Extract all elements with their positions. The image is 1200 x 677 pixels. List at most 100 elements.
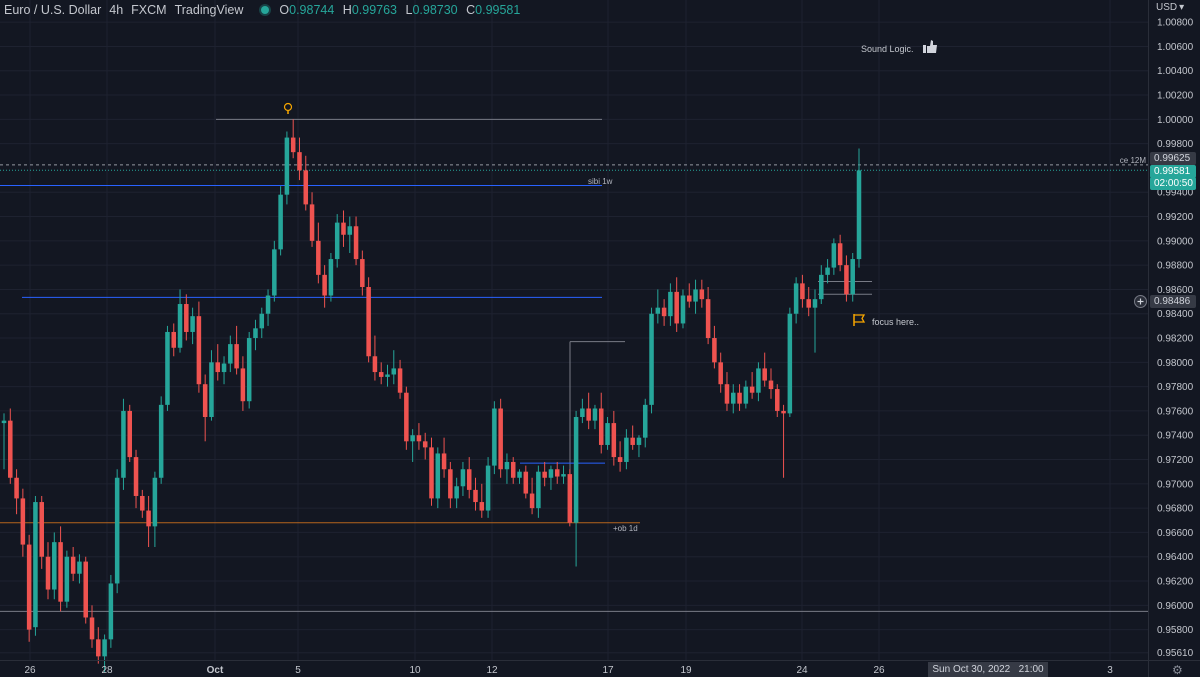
candle-body bbox=[642, 404, 648, 438]
candle-body bbox=[45, 556, 51, 590]
candle-body bbox=[743, 386, 749, 404]
time-axis[interactable]: 26 28 Oct 5 10 12 17 19 24 26 3 bbox=[0, 660, 1200, 677]
candle-body bbox=[83, 561, 88, 618]
candle-body bbox=[624, 437, 629, 462]
thumbs-up-icon bbox=[923, 40, 937, 53]
candle-body bbox=[844, 265, 849, 295]
symbol-legend[interactable]: Euro / U.S. Dollar 4h FXCM TradingView O… bbox=[4, 2, 525, 18]
candlestick-series bbox=[1, 119, 862, 673]
candle-body bbox=[265, 295, 271, 314]
candle-body bbox=[108, 583, 114, 640]
candle-body bbox=[825, 267, 830, 275]
lightbulb-icon bbox=[283, 102, 293, 114]
price-tick-label: 0.96200 bbox=[1157, 577, 1194, 588]
candle-body bbox=[422, 441, 428, 448]
ce-12m-label: ce 12M bbox=[1120, 156, 1147, 165]
interval-label[interactable]: 4h bbox=[109, 3, 124, 17]
candle-body bbox=[731, 392, 736, 404]
candle-body bbox=[202, 384, 208, 418]
time-tick-label: Oct bbox=[207, 665, 224, 676]
candle-body bbox=[705, 299, 711, 339]
candle-body bbox=[158, 404, 164, 478]
close-key: C bbox=[466, 3, 476, 17]
candle-body bbox=[316, 240, 321, 275]
candle-body bbox=[96, 639, 101, 657]
price-tick-label: 0.98200 bbox=[1157, 334, 1194, 345]
price-tick-label: 0.98000 bbox=[1157, 358, 1194, 369]
candle-body bbox=[680, 295, 686, 324]
last-price-tag: 0.99581 bbox=[1150, 165, 1196, 178]
chart-grid bbox=[0, 0, 1148, 660]
plus-circle-icon[interactable] bbox=[1134, 295, 1147, 308]
time-tick-label: 10 bbox=[409, 665, 421, 676]
candle-body bbox=[630, 437, 635, 445]
candle-body bbox=[554, 469, 560, 477]
candle-body bbox=[33, 502, 38, 628]
candle-body bbox=[819, 274, 824, 300]
candle-body bbox=[712, 338, 717, 363]
candle-body bbox=[448, 469, 453, 499]
candle-body bbox=[724, 384, 730, 404]
candle-body bbox=[837, 243, 843, 266]
price-tick-label: 0.97200 bbox=[1157, 455, 1194, 466]
sibi-1w-label: sibi 1w bbox=[588, 177, 613, 186]
flag-cloth bbox=[854, 314, 866, 323]
open-key: O bbox=[279, 3, 290, 17]
candle-body bbox=[8, 420, 13, 478]
price-tick-label: 0.99400 bbox=[1157, 188, 1194, 199]
candle-body bbox=[89, 617, 95, 640]
candle-body bbox=[221, 363, 227, 373]
time-tick-label: 17 bbox=[602, 665, 614, 676]
candle-body bbox=[529, 493, 535, 509]
price-tick-label: 0.96800 bbox=[1157, 504, 1194, 515]
candle-body bbox=[586, 408, 591, 421]
price-tick-label: 1.00000 bbox=[1157, 115, 1194, 126]
price-tick-label: 0.97400 bbox=[1157, 431, 1194, 442]
currency-selector[interactable]: USD ▾ bbox=[1156, 2, 1184, 13]
candle-body bbox=[385, 374, 390, 377]
price-tick-label: 0.98400 bbox=[1157, 309, 1194, 320]
candle-body bbox=[215, 362, 221, 373]
candle-body bbox=[58, 542, 63, 602]
candle-body bbox=[171, 331, 177, 348]
price-tick-label: 0.96000 bbox=[1157, 601, 1194, 612]
candle-body bbox=[297, 152, 302, 171]
candle-body bbox=[479, 502, 485, 511]
candle-body bbox=[756, 368, 761, 393]
time-tick-label: 3 bbox=[1107, 665, 1113, 676]
candle-body bbox=[26, 544, 32, 630]
cursor-time: 21:00 bbox=[1018, 664, 1044, 675]
candle-body bbox=[617, 457, 623, 462]
candle-body bbox=[523, 471, 529, 494]
candle-body bbox=[429, 447, 434, 499]
focus-note: focus here.. bbox=[872, 317, 919, 327]
ob-1d-label: +ob 1d bbox=[613, 524, 638, 533]
candle-body bbox=[812, 299, 818, 308]
candle-body bbox=[718, 362, 723, 385]
thumb-cuff bbox=[923, 45, 926, 53]
candle-body bbox=[372, 356, 378, 373]
candle-body bbox=[410, 435, 415, 442]
annotation-layer: Sound Logic. ce 12M sibi 1w +ob 1d focus her… bbox=[283, 40, 1147, 533]
price-tick-label: 1.00600 bbox=[1157, 42, 1194, 53]
candle-body bbox=[127, 410, 132, 458]
candle-body bbox=[510, 461, 516, 478]
price-tick-label: 0.98800 bbox=[1157, 261, 1194, 272]
candle-body bbox=[114, 477, 120, 584]
symbol-name[interactable]: Euro / U.S. Dollar bbox=[4, 3, 102, 17]
gear-icon[interactable]: ⚙ bbox=[1172, 663, 1183, 677]
price-axis[interactable]: 1.00800 1.00600 1.00400 1.00200 1.00000 0.998… bbox=[1148, 0, 1194, 677]
candle-body bbox=[52, 542, 57, 590]
candle-body bbox=[64, 556, 70, 602]
price-tick-label: 0.95800 bbox=[1157, 625, 1194, 636]
time-tick-label: 26 bbox=[24, 665, 36, 676]
time-tick-label: 24 bbox=[796, 665, 808, 676]
thumb-hand bbox=[927, 40, 937, 53]
candle-body bbox=[14, 477, 19, 499]
price-tick-label: 0.99200 bbox=[1157, 212, 1194, 223]
low-value: 0.98730 bbox=[412, 3, 458, 17]
candle-body bbox=[234, 344, 239, 369]
candle-body bbox=[102, 639, 107, 657]
candle-body bbox=[146, 510, 151, 527]
